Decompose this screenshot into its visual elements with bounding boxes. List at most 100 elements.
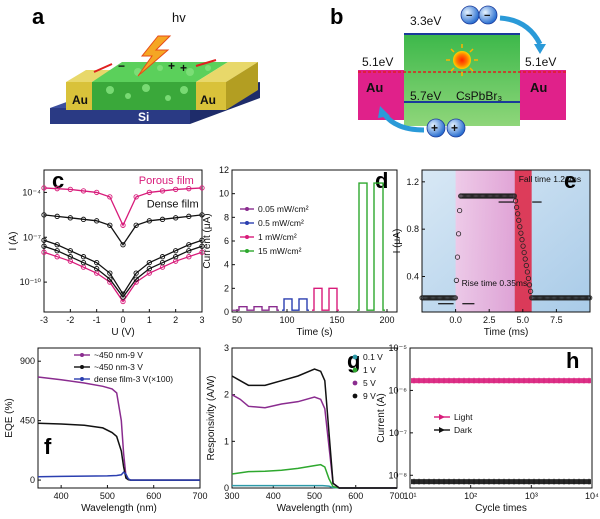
y-tick-label: 10⁻⁵ [389, 343, 408, 353]
legend-marker [352, 380, 358, 386]
y-tick-label: 0.4 [406, 272, 419, 282]
data-point [186, 213, 192, 219]
data-point [54, 213, 60, 219]
series-line-f-0 [37, 376, 200, 481]
y-tick-label: 0 [224, 307, 229, 317]
au-right-label: Au [530, 80, 547, 95]
data-point [173, 254, 179, 260]
x-tick-label: 3 [199, 315, 204, 325]
wf-right: 5.1eV [525, 55, 556, 69]
y-tick-label: 0.8 [406, 224, 419, 234]
series-line-g-1 [231, 463, 397, 489]
x-tick-label: 600 [146, 491, 161, 501]
data-point [455, 231, 462, 237]
x-tick-label: 500 [100, 491, 115, 501]
x-axis-label: Time (ms) [484, 327, 529, 338]
panel-label-a: a [32, 4, 45, 29]
series-line-d-0 [237, 305, 279, 311]
legend-label: Light [454, 412, 473, 422]
data-point [94, 218, 100, 224]
y-tick-label: 10 [219, 189, 229, 199]
charge-minus: − [118, 59, 125, 73]
data-point [517, 224, 523, 230]
y-tick-label: 450 [20, 416, 35, 426]
data-point [514, 204, 520, 210]
x-tick-label: 10² [464, 491, 477, 501]
series-band-h-0 [411, 378, 591, 384]
data-point [186, 242, 192, 248]
panel-label-c: c [52, 168, 64, 193]
y-tick-label: 4 [224, 260, 229, 270]
data-point [199, 212, 205, 218]
x-tick-label: 0.0 [449, 315, 462, 325]
y-tick-label: 1 [224, 436, 229, 446]
hole-1 [426, 118, 446, 138]
y-tick-label: 10⁻⁷ [23, 232, 41, 242]
x-tick-label: 0 [120, 315, 125, 325]
legend-marker [245, 249, 249, 253]
panel-d-chart: 50 100 150 200 0 2 4 6 8 10 12 Time (s) Current (μA)… [202, 165, 398, 338]
data-point [67, 248, 73, 254]
electron-2 [478, 5, 498, 25]
x-tick-label: 10³ [525, 491, 538, 501]
x-tick-label: 5.0 [517, 315, 530, 325]
data-point [133, 270, 139, 276]
x-tick-label: -3 [40, 315, 48, 325]
data-point [515, 211, 521, 217]
vb-energy: 5.7eV [410, 89, 441, 103]
panel-b: b 3.3eV 5.7eV 5.1eV 5.1eV Au Au CsPbBr₃ … [330, 4, 566, 138]
legend-marker [352, 354, 358, 360]
film-top [92, 62, 228, 82]
data-point [518, 230, 524, 236]
legend-label: 0.5 mW/cm² [258, 218, 304, 228]
y-tick-label: 10⁻⁸ [388, 470, 407, 480]
x-tick-label: 700 [192, 491, 207, 501]
perovskite-block [404, 34, 520, 126]
panel-label-d: d [375, 168, 388, 193]
arrow-right [195, 59, 217, 67]
data-point [146, 260, 152, 266]
film-grains [106, 65, 211, 101]
data-point [67, 186, 73, 193]
au-left-label: Au [366, 80, 383, 95]
x-axis-label: Wavelength (nm) [277, 503, 353, 514]
panel-h-chart: 10¹ 10² 10³ 10⁴ 10⁻⁵ 10⁻⁶ 10⁻⁷ 10⁻⁸ Cycle times C… [376, 343, 599, 514]
series-line-d-1 [282, 298, 309, 311]
panel-label-g: g [347, 348, 360, 373]
legend-marker [439, 414, 445, 420]
x-tick-label: 10¹ [403, 491, 416, 501]
data-point [54, 186, 60, 192]
legend-label: 1 mW/cm² [258, 232, 297, 242]
electrode-left-label: Au [72, 93, 88, 107]
legend-marker [439, 427, 445, 433]
series-line-f-2 [37, 471, 200, 481]
charge-plus-1: + [168, 59, 175, 73]
series-line-c-2 [43, 251, 203, 303]
series-band-h-1 [411, 479, 591, 485]
data-point [133, 222, 139, 228]
data-point [41, 249, 47, 255]
legend-marker [80, 377, 84, 381]
legend-marker [245, 221, 249, 225]
series-line-c-1 [43, 214, 203, 246]
legend-label: dense film-3 V(×100) [94, 374, 173, 384]
series-line-d-3 [357, 182, 385, 311]
legend-marker [245, 235, 249, 239]
legend-label: ~450 nm-9 V [94, 350, 143, 360]
x-tick-label: 2 [173, 315, 178, 325]
x-axis-label: Time (s) [296, 327, 332, 338]
y-axis-label: EQE (%) [4, 398, 15, 437]
y-tick-label: 10⁻¹⁰ [20, 277, 42, 287]
annotation-dense-film: Dense film [147, 198, 199, 210]
x-axis-label: Cycle times [475, 503, 527, 514]
electrode-left [66, 82, 92, 110]
x-tick-label: 700 [389, 491, 404, 501]
data-point [521, 249, 527, 256]
data-point [159, 254, 166, 260]
legend-label: 0.05 mW/cm² [258, 204, 309, 214]
data-point [526, 282, 533, 288]
legend-label: 15 mW/cm² [258, 246, 302, 256]
svg-text:−: − [484, 10, 490, 22]
electrode-right-label: Au [200, 93, 216, 107]
y-tick-label: 900 [20, 356, 35, 366]
